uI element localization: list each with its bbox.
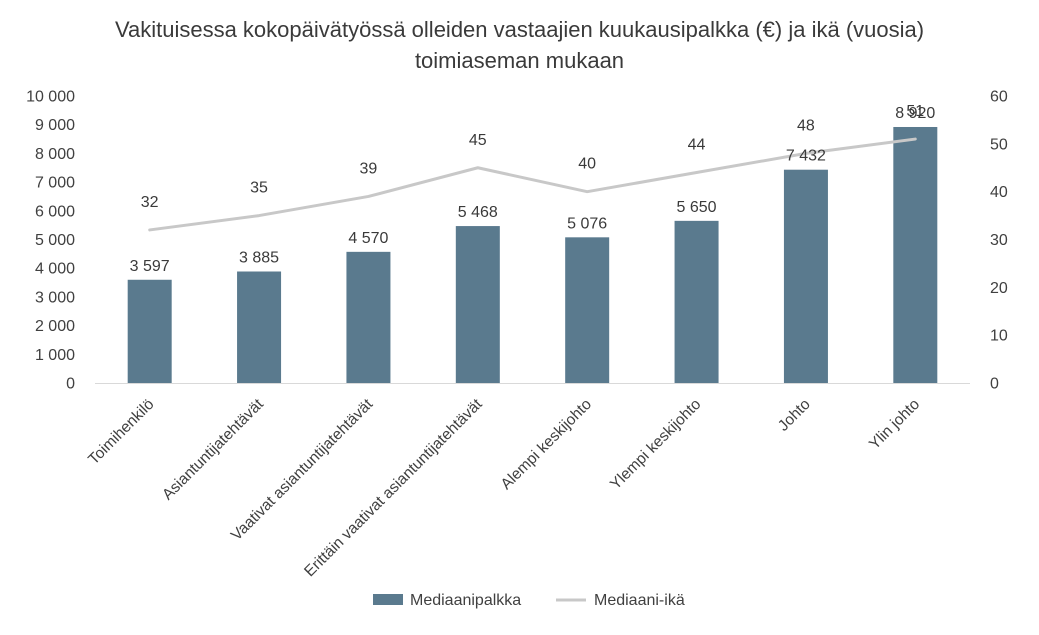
bar-data-label: 4 570 [348, 230, 388, 247]
category-label: Ylempi keskijohto [607, 396, 704, 493]
left-axis-tick-label: 2 000 [35, 318, 75, 335]
left-axis-tick-label: 10 000 [26, 89, 75, 106]
chart-title-line-1: Vakituisessa kokopäivätyössä olleiden va… [114, 17, 925, 42]
bar-data-label: 5 650 [677, 199, 717, 216]
left-axis-tick-label: 4 000 [35, 261, 75, 278]
left-axis-tick-label: 3 000 [35, 289, 75, 306]
category-label: Toimihenkilö [85, 396, 157, 468]
bar-data-label: 3 597 [130, 258, 170, 275]
left-axis-tick-label: 0 [66, 376, 75, 393]
right-axis-tick-label: 20 [990, 280, 1008, 297]
right-axis-tick-label: 10 [990, 328, 1008, 345]
line-data-label: 48 [797, 117, 815, 134]
left-axis-tick-label: 6 000 [35, 203, 75, 220]
bar-data-label: 8 920 [895, 105, 935, 122]
category-label: Johto [775, 396, 814, 435]
bar-data-label: 5 468 [458, 204, 498, 221]
bar-mediaanipalkka [237, 271, 282, 383]
bar-data-label: 7 432 [786, 148, 826, 165]
left-axis-tick-label: 5 000 [35, 232, 75, 249]
category-label: Ylin johto [866, 396, 923, 453]
right-axis-tick-label: 50 [990, 136, 1008, 153]
line-data-label: 39 [360, 160, 378, 177]
line-data-label: 44 [688, 137, 706, 154]
category-label: Asiantuntijatehtävät [159, 395, 267, 503]
chart-title: Vakituisessa kokopäivätyössä olleiden va… [60, 14, 979, 76]
bar-mediaanipalkka [455, 226, 500, 383]
legend-label-mediaanipalkka: Mediaanipalkka [410, 592, 521, 609]
bar-mediaanipalkka [893, 126, 938, 383]
left-axis-tick-label: 1 000 [35, 347, 75, 364]
bar-mediaanipalkka [565, 237, 610, 383]
line-data-label: 45 [469, 132, 487, 149]
left-axis-tick-label: 8 000 [35, 146, 75, 163]
bar-mediaanipalkka [674, 220, 719, 383]
category-label: Alempi keskijohto [498, 396, 595, 493]
line-data-label: 40 [578, 156, 596, 173]
bar-mediaanipalkka [783, 169, 828, 383]
right-axis-tick-label: 60 [990, 89, 1008, 106]
legend-label-mediaani-ika: Mediaani-ikä [594, 592, 685, 609]
line-data-label: 32 [141, 194, 159, 211]
left-axis-tick-label: 9 000 [35, 117, 75, 134]
right-axis-tick-label: 0 [990, 376, 999, 393]
right-axis-tick-label: 30 [990, 232, 1008, 249]
line-data-label: 51 [906, 103, 924, 120]
bar-mediaanipalkka [127, 279, 172, 383]
chart-title-line-2: toimiaseman mukaan [414, 48, 625, 73]
line-data-label: 35 [250, 180, 268, 197]
line-mediaani-ika [148, 137, 917, 232]
left-axis-tick-label: 7 000 [35, 175, 75, 192]
bar-mediaanipalkka [346, 251, 391, 383]
category-label: Erittäin vaativat asiantuntijatehtävät [301, 395, 486, 580]
right-axis-tick-label: 40 [990, 184, 1008, 201]
legend-swatch-mediaanipalkka [373, 594, 403, 605]
bar-data-label: 5 076 [567, 215, 607, 232]
bar-data-label: 3 885 [239, 250, 279, 267]
